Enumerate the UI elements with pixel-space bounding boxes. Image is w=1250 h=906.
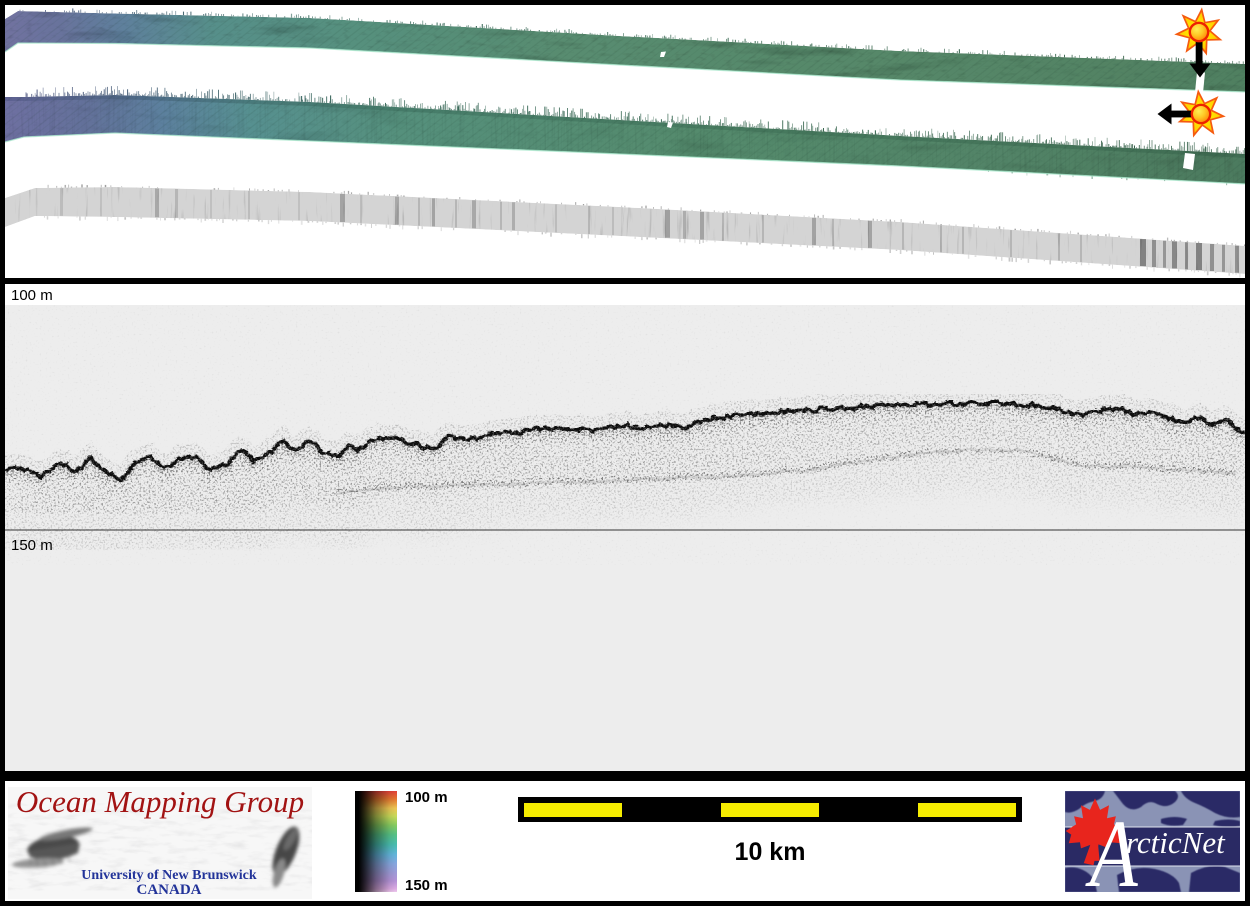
- svg-text:A: A: [1085, 801, 1138, 892]
- svg-text:rcticNet: rcticNet: [1126, 825, 1226, 860]
